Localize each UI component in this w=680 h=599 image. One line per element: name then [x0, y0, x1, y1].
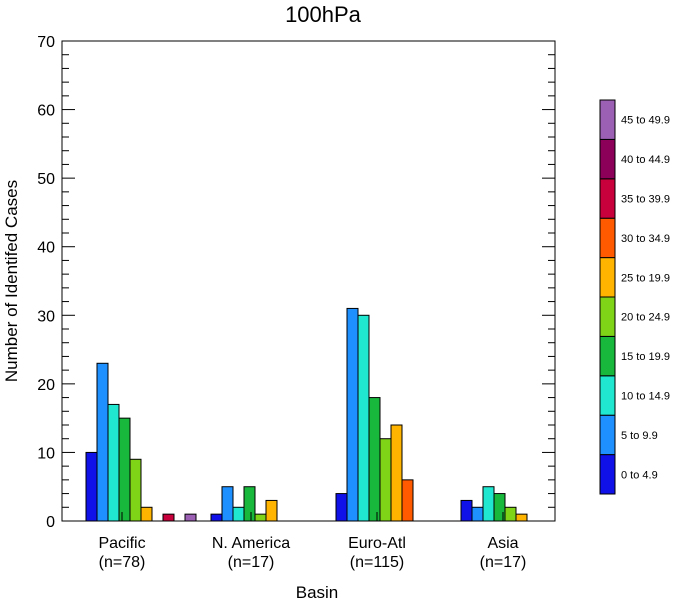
- bar: [232, 506, 245, 522]
- bar: [346, 307, 359, 522]
- legend-label: 25 to 19.9: [621, 272, 670, 284]
- chart-title: 100hPa: [285, 2, 362, 27]
- legend-swatch: [599, 138, 616, 180]
- legend-swatch: [599, 414, 616, 456]
- bar: [504, 506, 517, 522]
- bar: [140, 506, 153, 522]
- y-tick-label: 70: [37, 34, 55, 51]
- bar: [129, 458, 142, 522]
- category-label: Pacific: [98, 535, 145, 552]
- category-label: N. America: [212, 535, 290, 552]
- bar: [210, 513, 223, 522]
- legend-swatch: [599, 454, 616, 495]
- legend-label: 40 to 44.9: [621, 154, 670, 166]
- bar: [107, 403, 120, 522]
- legend: 0 to 4.9 5 to 9.9 10 to 14.9 15 to 19.9 20 t…: [599, 99, 670, 495]
- category-label: Euro-Atl: [348, 535, 406, 552]
- category-count-label: (n=115): [350, 554, 404, 571]
- y-tick-label: 20: [37, 377, 55, 394]
- y-tick-label: 30: [37, 308, 55, 325]
- y-axis-label: Number of Identifed Cases: [2, 180, 21, 382]
- bar: [515, 513, 528, 522]
- bar: [243, 486, 256, 522]
- bar: [482, 486, 495, 522]
- bar: [162, 513, 175, 522]
- bar: [254, 513, 267, 522]
- legend-label: 20 to 24.9: [621, 312, 670, 324]
- legend-label: 0 to 4.9: [621, 469, 658, 481]
- category-count-label: (n=17): [228, 554, 275, 571]
- legend-swatch: [599, 335, 616, 377]
- legend-label: 15 to 19.9: [621, 351, 670, 363]
- y-tick-label: 60: [37, 103, 55, 120]
- bar: [390, 424, 403, 522]
- legend-label: 30 to 34.9: [621, 233, 670, 245]
- bar: [265, 499, 278, 522]
- bar: [357, 314, 370, 522]
- bar: [184, 513, 197, 522]
- category-count-label: (n=78): [99, 554, 146, 571]
- legend-label: 35 to 39.9: [621, 194, 670, 206]
- legend-swatch: [599, 257, 616, 298]
- legend-label: 10 to 14.9: [621, 391, 670, 403]
- legend-label: 45 to 49.9: [621, 115, 670, 127]
- legend-label: 5 to 9.9: [621, 430, 658, 442]
- bar: [368, 397, 381, 522]
- y-tick-label: 50: [37, 171, 55, 188]
- x-axis-label: Basin: [296, 583, 339, 599]
- y-tick-label: 0: [46, 514, 55, 531]
- plot-frame: [61, 40, 556, 522]
- legend-swatch: [599, 296, 616, 337]
- bar: [401, 479, 414, 522]
- legend-swatch: [599, 178, 616, 219]
- bar: [221, 486, 234, 522]
- bar: [96, 362, 109, 522]
- bar: [460, 499, 473, 522]
- category-label: Asia: [487, 535, 518, 552]
- legend-swatch: [599, 375, 616, 416]
- y-tick-label: 40: [37, 240, 55, 257]
- bar: [85, 451, 98, 522]
- legend-swatch: [599, 217, 616, 259]
- bar: [471, 506, 484, 522]
- bar: [379, 438, 392, 522]
- bar: [335, 493, 348, 522]
- y-tick-label: 10: [37, 445, 55, 462]
- bar: [118, 417, 131, 522]
- category-count-label: (n=17): [480, 554, 527, 571]
- legend-swatch: [599, 99, 616, 140]
